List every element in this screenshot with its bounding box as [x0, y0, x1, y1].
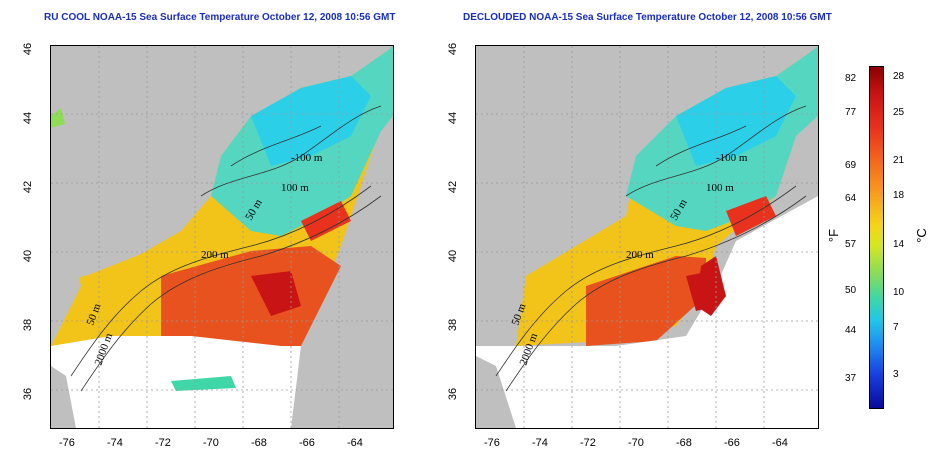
f-tick: 64: [845, 193, 857, 204]
lake-patch: [51, 108, 65, 128]
f-tick: 44: [845, 325, 857, 336]
c-tick: 14: [893, 239, 905, 250]
lon-tick: -76: [59, 437, 75, 449]
cold-water-region: [251, 76, 371, 166]
c-tick: 10: [893, 287, 905, 298]
hot-eddy: [251, 271, 301, 316]
left-sst-map: -100 m 100 m 50 m 200 m 50 m 2000 m: [51, 46, 393, 428]
cold-water-region: [676, 76, 796, 166]
lon-tick: -72: [580, 437, 596, 449]
c-tick: 7: [893, 322, 899, 333]
lon-tick: -66: [724, 437, 740, 449]
lon-tick: -70: [203, 437, 219, 449]
lon-tick: -74: [107, 437, 123, 449]
contour-label-minus100: -100 m: [291, 152, 323, 164]
c-tick: 3: [893, 369, 899, 380]
cloud-mask: [476, 196, 818, 428]
lon-tick: -70: [628, 437, 644, 449]
right-map-panel: -100 m 100 m 50 m 200 m 50 m 2000 m: [475, 45, 819, 429]
right-map-title: DECLOUDED NOAA-15 Sea Surface Temperatur…: [463, 12, 832, 23]
lat-tick: 38: [22, 318, 35, 332]
isolated-warm-patch: [696, 256, 726, 316]
lat-tick: 46: [447, 42, 460, 56]
land-mid-atlantic: [51, 226, 81, 346]
graticule: [51, 46, 393, 428]
lon-tick: -72: [155, 437, 171, 449]
land-northeast-us: [476, 46, 596, 226]
land-carolina: [476, 356, 516, 428]
lon-tick: -64: [772, 437, 788, 449]
lon-tick: -68: [676, 437, 692, 449]
lon-tick: -68: [251, 437, 267, 449]
temperature-colorbar: [869, 66, 884, 409]
lat-tick: 36: [447, 387, 460, 401]
f-tick: 57: [845, 239, 857, 250]
fahrenheit-unit-label: °F: [826, 228, 842, 243]
lat-tick: 40: [447, 249, 460, 263]
right-sst-map: -100 m 100 m 50 m 200 m 50 m 2000 m: [476, 46, 818, 428]
lat-tick: 42: [22, 180, 35, 194]
contour-label-100: 100 m: [281, 182, 309, 194]
contour-label-200: 200 m: [626, 249, 654, 261]
c-tick: 28: [893, 71, 905, 82]
c-tick: 25: [893, 107, 905, 118]
bathymetry-contours: [495, 105, 807, 392]
land-carolina: [51, 366, 76, 428]
bathymetry-contours: [70, 105, 382, 392]
graticule: [476, 46, 818, 428]
lon-tick: -64: [347, 437, 363, 449]
cloud-gap-patch: [171, 376, 236, 391]
f-tick: 69: [845, 160, 857, 171]
lat-tick: 38: [447, 318, 460, 332]
lat-tick: 42: [447, 180, 460, 194]
lat-tick: 46: [22, 42, 35, 56]
contour-label-minus100: -100 m: [716, 152, 748, 164]
land-northeast-us: [51, 46, 171, 226]
warm-eddy-north: [301, 201, 351, 241]
lon-tick: -66: [299, 437, 315, 449]
f-tick: 37: [845, 373, 857, 384]
c-tick: 18: [893, 190, 905, 201]
land-mid-atlantic: [476, 226, 506, 346]
left-map-title: RU COOL NOAA-15 Sea Surface Temperature …: [44, 12, 396, 23]
lat-tick: 36: [22, 387, 35, 401]
left-map-panel: -100 m 100 m 50 m 200 m 50 m 2000 m: [50, 45, 394, 429]
lon-tick: -76: [484, 437, 500, 449]
land-nova-scotia: [806, 146, 818, 186]
c-tick: 21: [893, 155, 905, 166]
contour-label-200: 200 m: [201, 249, 229, 261]
f-tick: 50: [845, 285, 857, 296]
lon-tick: -74: [532, 437, 548, 449]
lat-tick: 44: [22, 111, 35, 125]
contour-label-100: 100 m: [706, 182, 734, 194]
lat-tick: 40: [22, 249, 35, 263]
f-tick: 77: [845, 107, 857, 118]
warm-eddy-north: [726, 196, 776, 236]
land-nova-scotia: [381, 146, 393, 186]
f-tick: 82: [845, 73, 857, 84]
lat-tick: 44: [447, 111, 460, 125]
celsius-unit-label: °C: [913, 228, 929, 243]
